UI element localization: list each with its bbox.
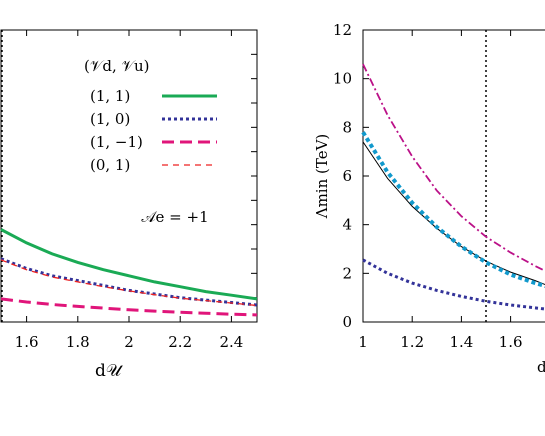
legend-title: (𝒱d, 𝒱u) bbox=[84, 57, 150, 75]
left-panel: 1.6 1.8 2 2.2 2.4 d𝒰 (𝒱d, 𝒱u) (1, 1) (1, 0) (1, −… bbox=[0, 29, 258, 381]
right-y-tick-label: 8 bbox=[342, 118, 352, 136]
right-series-line bbox=[362, 63, 545, 272]
legend-entry-label: (1, 0) bbox=[90, 110, 130, 128]
right-y-tick-label: 2 bbox=[342, 264, 352, 282]
right-series-line bbox=[361, 131, 545, 289]
left-series-line bbox=[0, 297, 258, 317]
right-y-axis-label: Λmin (TeV) bbox=[313, 134, 331, 220]
left-x-tick-label: 2.2 bbox=[168, 333, 192, 351]
annotation-text: 𝒜e = +1 bbox=[141, 208, 208, 226]
right-x-tick-label: 1 bbox=[358, 333, 368, 351]
right-y-tick-label: 12 bbox=[333, 21, 352, 39]
legend-entry-label: (1, 1) bbox=[90, 87, 130, 105]
left-x-tick-label: 2.4 bbox=[219, 333, 243, 351]
right-y-tick-label: 4 bbox=[342, 216, 352, 234]
left-x-tick-label: 2 bbox=[124, 333, 134, 351]
right-y-tick-label: 10 bbox=[333, 70, 352, 88]
left-series-line bbox=[0, 257, 258, 307]
right-x-tick-label: 1.2 bbox=[400, 333, 424, 351]
left-x-tick-label: 1.6 bbox=[15, 333, 39, 351]
right-series-line bbox=[362, 258, 545, 311]
right-series-line bbox=[362, 141, 545, 286]
right-x-tick-label: 1.4 bbox=[449, 333, 473, 351]
right-y-tick-label: 0 bbox=[342, 313, 352, 331]
left-x-tick-label: 1.8 bbox=[66, 333, 90, 351]
right-panel: 0 2 4 6 8 10 12 1 1.2 1.4 1.6 Λmin (TeV) d bbox=[313, 21, 545, 376]
right-x-tick-label: 1.6 bbox=[499, 333, 523, 351]
legend-entry-label: (0, 1) bbox=[90, 156, 130, 174]
left-series-line bbox=[0, 228, 258, 301]
left-x-axis-label: d𝒰 bbox=[95, 361, 124, 381]
right-y-tick-label: 6 bbox=[342, 167, 352, 185]
left-series-line bbox=[0, 259, 258, 307]
right-x-axis-label: d bbox=[537, 358, 545, 376]
legend-entry-label: (1, −1) bbox=[90, 133, 143, 151]
